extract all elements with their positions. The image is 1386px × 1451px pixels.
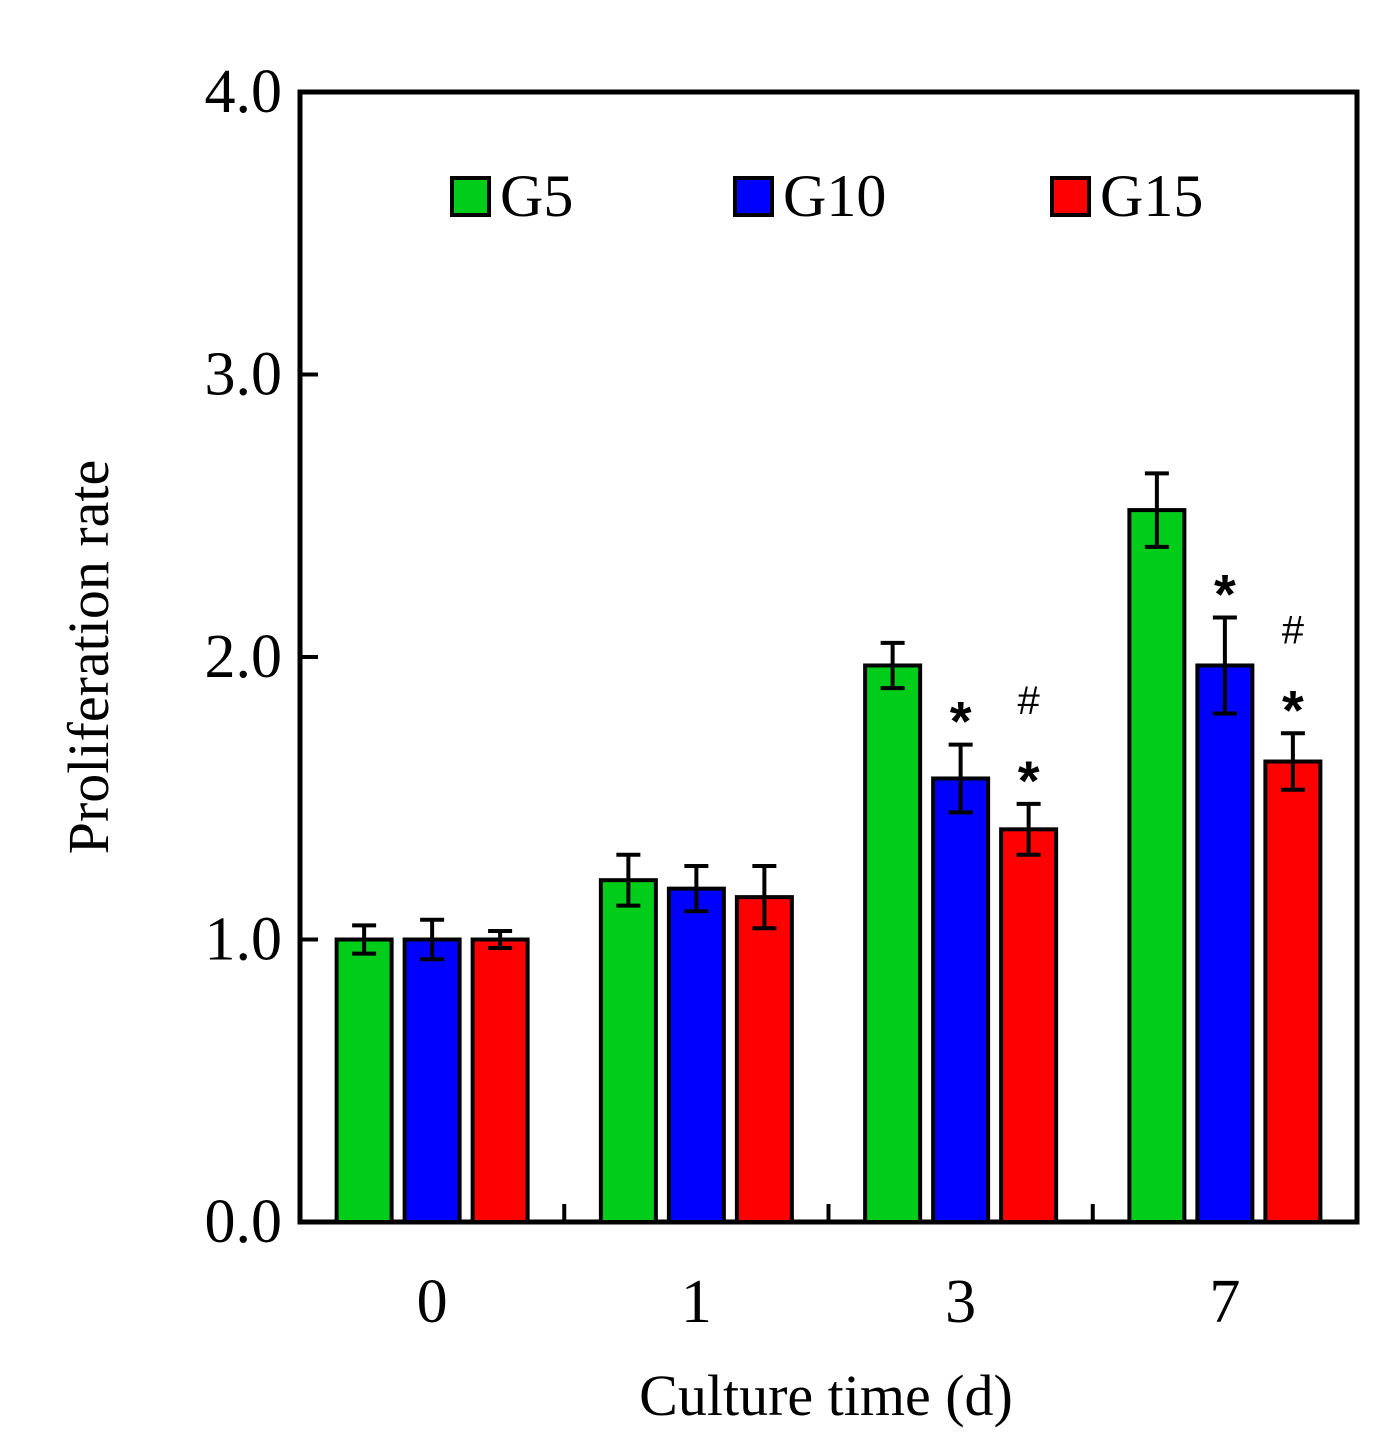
y-tick-label: 0.0 <box>205 1188 283 1256</box>
bar-g15-0 <box>470 937 530 1224</box>
bar-g10-3 <box>931 776 991 1224</box>
legend-label-g15: G15 <box>1100 163 1203 229</box>
significance-star: * <box>1214 562 1236 625</box>
y-tick-label: 3.0 <box>205 341 283 409</box>
bar-g5-3 <box>863 663 923 1224</box>
legend-swatch-g10 <box>733 176 774 217</box>
legend: G5 G10 G15 <box>450 163 1203 229</box>
bar-g15-3 <box>999 827 1059 1224</box>
significance-annotations: * * * # * # <box>950 562 1305 811</box>
bar-g10-1 <box>666 886 726 1225</box>
bars <box>334 508 1323 1225</box>
x-tick-label: 1 <box>681 1268 712 1336</box>
bar-g10-7 <box>1195 663 1255 1224</box>
x-tick-label: 3 <box>945 1268 976 1336</box>
error-bars <box>352 471 1305 962</box>
x-tick-label: 7 <box>1209 1268 1240 1336</box>
y-tick-label: 4.0 <box>205 58 283 126</box>
bar-g5-1 <box>598 878 658 1224</box>
legend-swatch-g5 <box>450 176 491 217</box>
x-tick-label: 0 <box>417 1268 448 1336</box>
legend-swatch-g15 <box>1050 176 1091 217</box>
y-axis-title: Proliferation rate <box>56 460 121 855</box>
bar-g5-0 <box>334 937 394 1224</box>
bar-g15-7 <box>1263 759 1323 1225</box>
significance-hash: # <box>1282 608 1305 652</box>
significance-star: * <box>950 690 972 753</box>
y-axis: 0.0 1.0 2.0 3.0 4.0 <box>205 58 318 1256</box>
y-tick-label: 2.0 <box>205 623 283 691</box>
significance-star: * <box>1282 678 1304 741</box>
x-axis-title: Culture time (d) <box>639 1363 1013 1428</box>
x-axis: 0 1 3 7 <box>417 1204 1240 1336</box>
significance-star: * <box>1018 749 1040 812</box>
bar-g15-1 <box>734 895 794 1224</box>
bar-g5-7 <box>1127 508 1187 1225</box>
significance-hash: # <box>1018 679 1041 723</box>
legend-label-g10: G10 <box>783 163 886 229</box>
y-tick-label: 1.0 <box>205 906 283 974</box>
bar-g10-0 <box>402 937 462 1224</box>
legend-label-g5: G5 <box>500 163 573 229</box>
